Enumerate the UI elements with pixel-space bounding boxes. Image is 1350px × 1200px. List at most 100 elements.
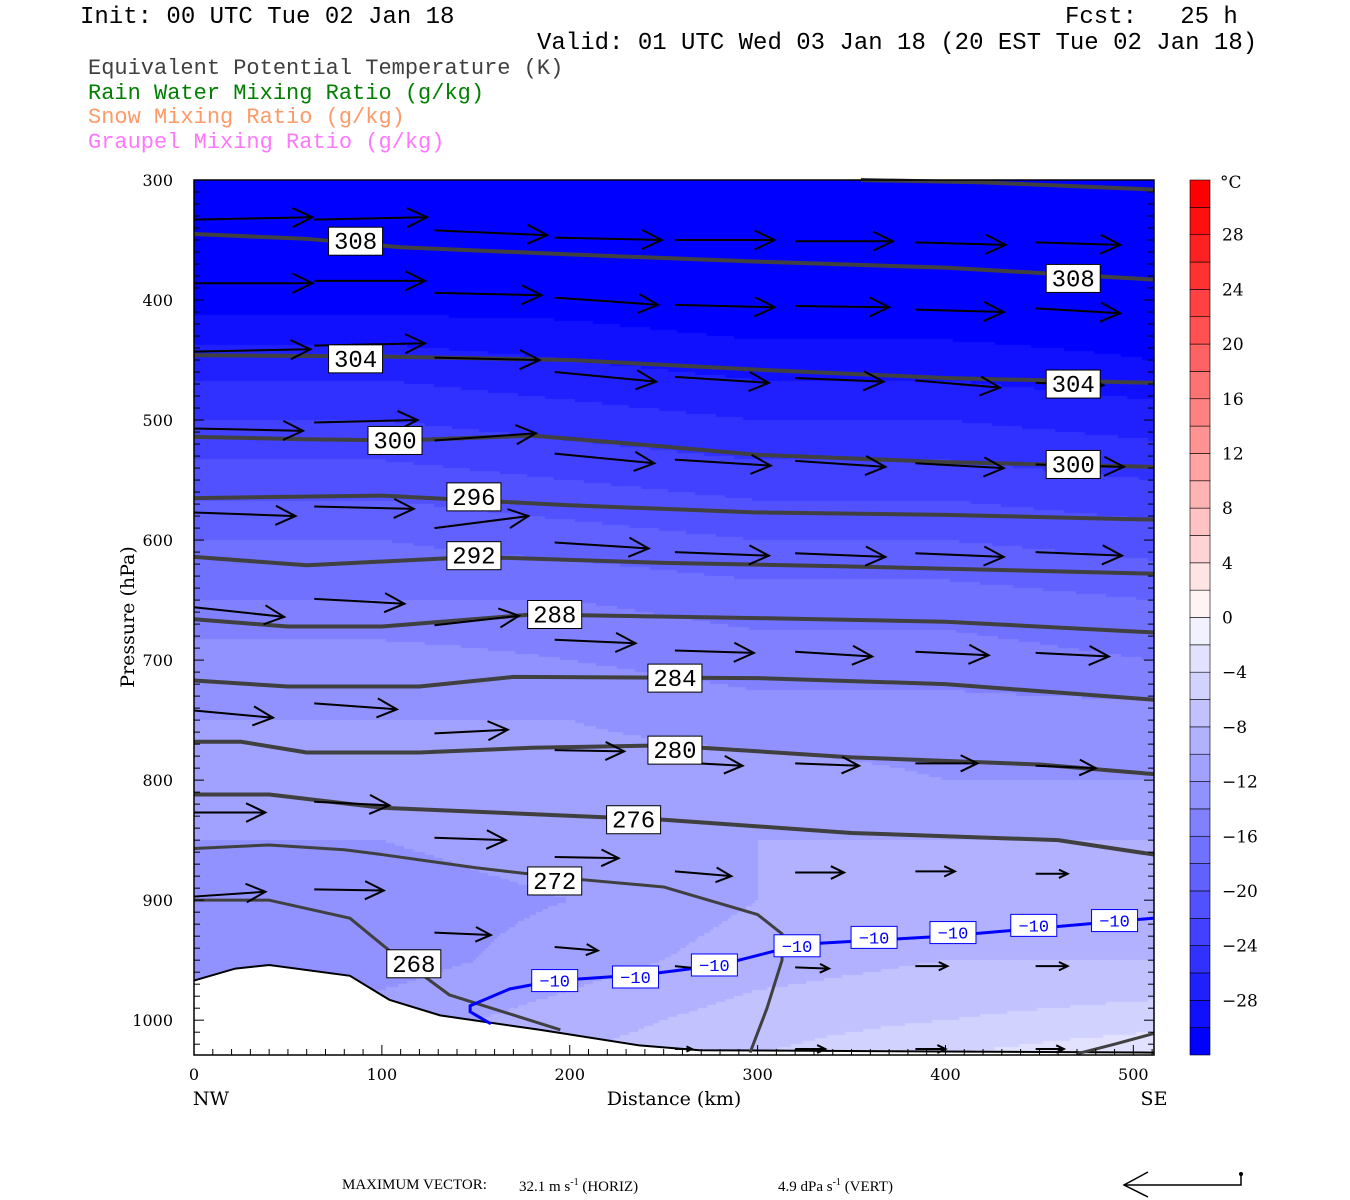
wind-vector-shaft (915, 462, 1004, 470)
wind-vector-head (393, 497, 417, 519)
reference-arrow-shaft (1124, 1174, 1242, 1186)
wind-vector-head (368, 793, 392, 815)
wind-vector (434, 720, 511, 742)
wind-vector (915, 961, 950, 972)
theta-e-label-box (1045, 263, 1101, 293)
wind-vector-shaft (1035, 551, 1123, 557)
theta-e-label: 268 (392, 953, 435, 980)
colorbar-label: 8 (1222, 499, 1233, 519)
wind-vector-shaft (554, 855, 619, 860)
wind-vector-shaft (674, 649, 754, 654)
wind-vector-shaft (1035, 764, 1096, 770)
colorbar-swatch (1189, 207, 1211, 235)
theta-e-contour-296 (193, 493, 1155, 522)
wind-vector-shaft (314, 419, 418, 424)
wind-vector (554, 848, 621, 868)
wind-vector-shaft (434, 356, 540, 362)
isotherm-label-box (1010, 913, 1058, 937)
theta-e-label-box (328, 344, 384, 374)
wind-vector-shaft (314, 597, 405, 605)
wind-vector-shaft (193, 511, 296, 518)
wind-vector-shaft (915, 650, 989, 657)
wind-vector (193, 705, 276, 727)
wind-vector-head (1099, 301, 1123, 323)
wind-vector-head (1078, 758, 1099, 777)
isotherm-label: −10 (699, 958, 730, 977)
wind-vector (434, 349, 542, 371)
x-tick-label: 200 (554, 1065, 585, 1084)
legend-snow: Snow Mixing Ratio (g/kg) (88, 105, 405, 130)
wind-vector-head (864, 545, 888, 567)
wind-vector (915, 643, 991, 665)
wind-vector-shaft (554, 236, 662, 242)
wind-vector (193, 604, 287, 626)
wind-vector-shaft (915, 241, 1006, 246)
wind-vector-head (515, 424, 539, 446)
wind-vector (194, 272, 315, 294)
wind-vector-head (641, 229, 665, 251)
wind-vector-head (754, 229, 777, 251)
theta-e-contour-272 (193, 843, 784, 1054)
x-tick-label: 0 (189, 1065, 199, 1084)
wind-vector (1035, 961, 1070, 972)
colorbar-swatch (1189, 316, 1211, 345)
wind-vector-head (487, 720, 511, 742)
theta-e-label: 280 (653, 739, 696, 766)
y-tick-label: 600 (142, 531, 173, 550)
wind-vector (795, 296, 892, 318)
wind-vector-head (290, 339, 313, 361)
max-vector-horiz: 32.1 m s-1 (HORIZ) (519, 1178, 638, 1195)
wind-vector-head (263, 604, 287, 626)
wind-vector (434, 926, 494, 943)
theta-e-label: 272 (533, 870, 576, 897)
wind-vector-shaft (795, 762, 860, 767)
wind-vector-head (1101, 544, 1125, 566)
theta-e-label-box (446, 482, 502, 512)
wind-vector-shaft (434, 432, 536, 442)
wind-vector-head (521, 284, 544, 306)
wind-vector-head (754, 296, 777, 318)
x-tick-label: 300 (742, 1065, 773, 1084)
horiz-exponent: -1 (570, 1177, 579, 1188)
x-tick-label: 400 (930, 1065, 961, 1084)
wind-vector-head (864, 455, 888, 477)
wind-vector-head (960, 754, 980, 773)
theta-e-label-box (606, 805, 662, 835)
wind-vector-shaft (314, 216, 427, 221)
terrain-fill (194, 964, 1154, 1055)
wind-vector (314, 793, 392, 815)
colorbar-label: −12 (1222, 773, 1258, 793)
wind-vector (674, 229, 777, 251)
valid-time: Valid: 01 UTC Wed 03 Jan 18 (20 EST Tue … (537, 30, 1258, 57)
wind-vector (915, 456, 1007, 478)
wind-vector-shaft (554, 638, 636, 645)
wind-vector-shaft (434, 614, 520, 627)
isotherm-label-box (531, 969, 579, 993)
wind-vector (795, 545, 888, 567)
colorbar-swatch (1189, 781, 1211, 810)
wind-vector-head (748, 544, 772, 566)
vert-exponent: -1 (832, 1177, 841, 1188)
wind-vector-head (604, 741, 627, 761)
wind-vector-head (526, 223, 550, 245)
x-axis-title: Distance (km) (607, 1088, 742, 1110)
wind-vector-shaft (314, 888, 384, 892)
wind-vector-head (1058, 868, 1070, 879)
wind-vector (674, 1045, 695, 1053)
wind-vector-head (985, 233, 1008, 255)
wind-vector-head (404, 333, 428, 355)
isotherm-label: −10 (1018, 918, 1049, 937)
theta-e-label-box (647, 735, 703, 765)
wind-vector (795, 755, 862, 775)
theta-e-contour-272 (1076, 1031, 1155, 1056)
wind-vector-head (1055, 1044, 1067, 1054)
wind-vector (554, 450, 657, 472)
colorbar-label: 0 (1222, 609, 1233, 629)
wind-vector (193, 339, 313, 361)
wind-vector-head (519, 349, 542, 371)
wind-vector-shaft (795, 650, 873, 658)
colorbar-swatch (1189, 945, 1211, 974)
wind-vector (795, 865, 847, 880)
colorbar-label: −16 (1222, 827, 1258, 847)
colorbar-label: 4 (1222, 554, 1233, 574)
